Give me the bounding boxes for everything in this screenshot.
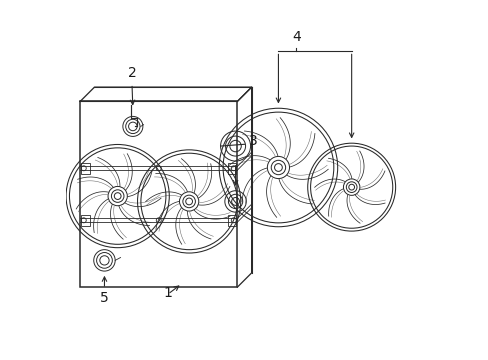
Bar — [227, 163, 236, 174]
Bar — [81, 163, 90, 174]
Text: 3: 3 — [248, 134, 257, 148]
Text: 2: 2 — [127, 66, 136, 80]
Bar — [227, 215, 236, 226]
Text: 5: 5 — [100, 291, 109, 305]
Bar — [80, 102, 237, 287]
Text: 4: 4 — [291, 30, 300, 44]
Text: 1: 1 — [163, 285, 172, 300]
Bar — [81, 215, 90, 226]
